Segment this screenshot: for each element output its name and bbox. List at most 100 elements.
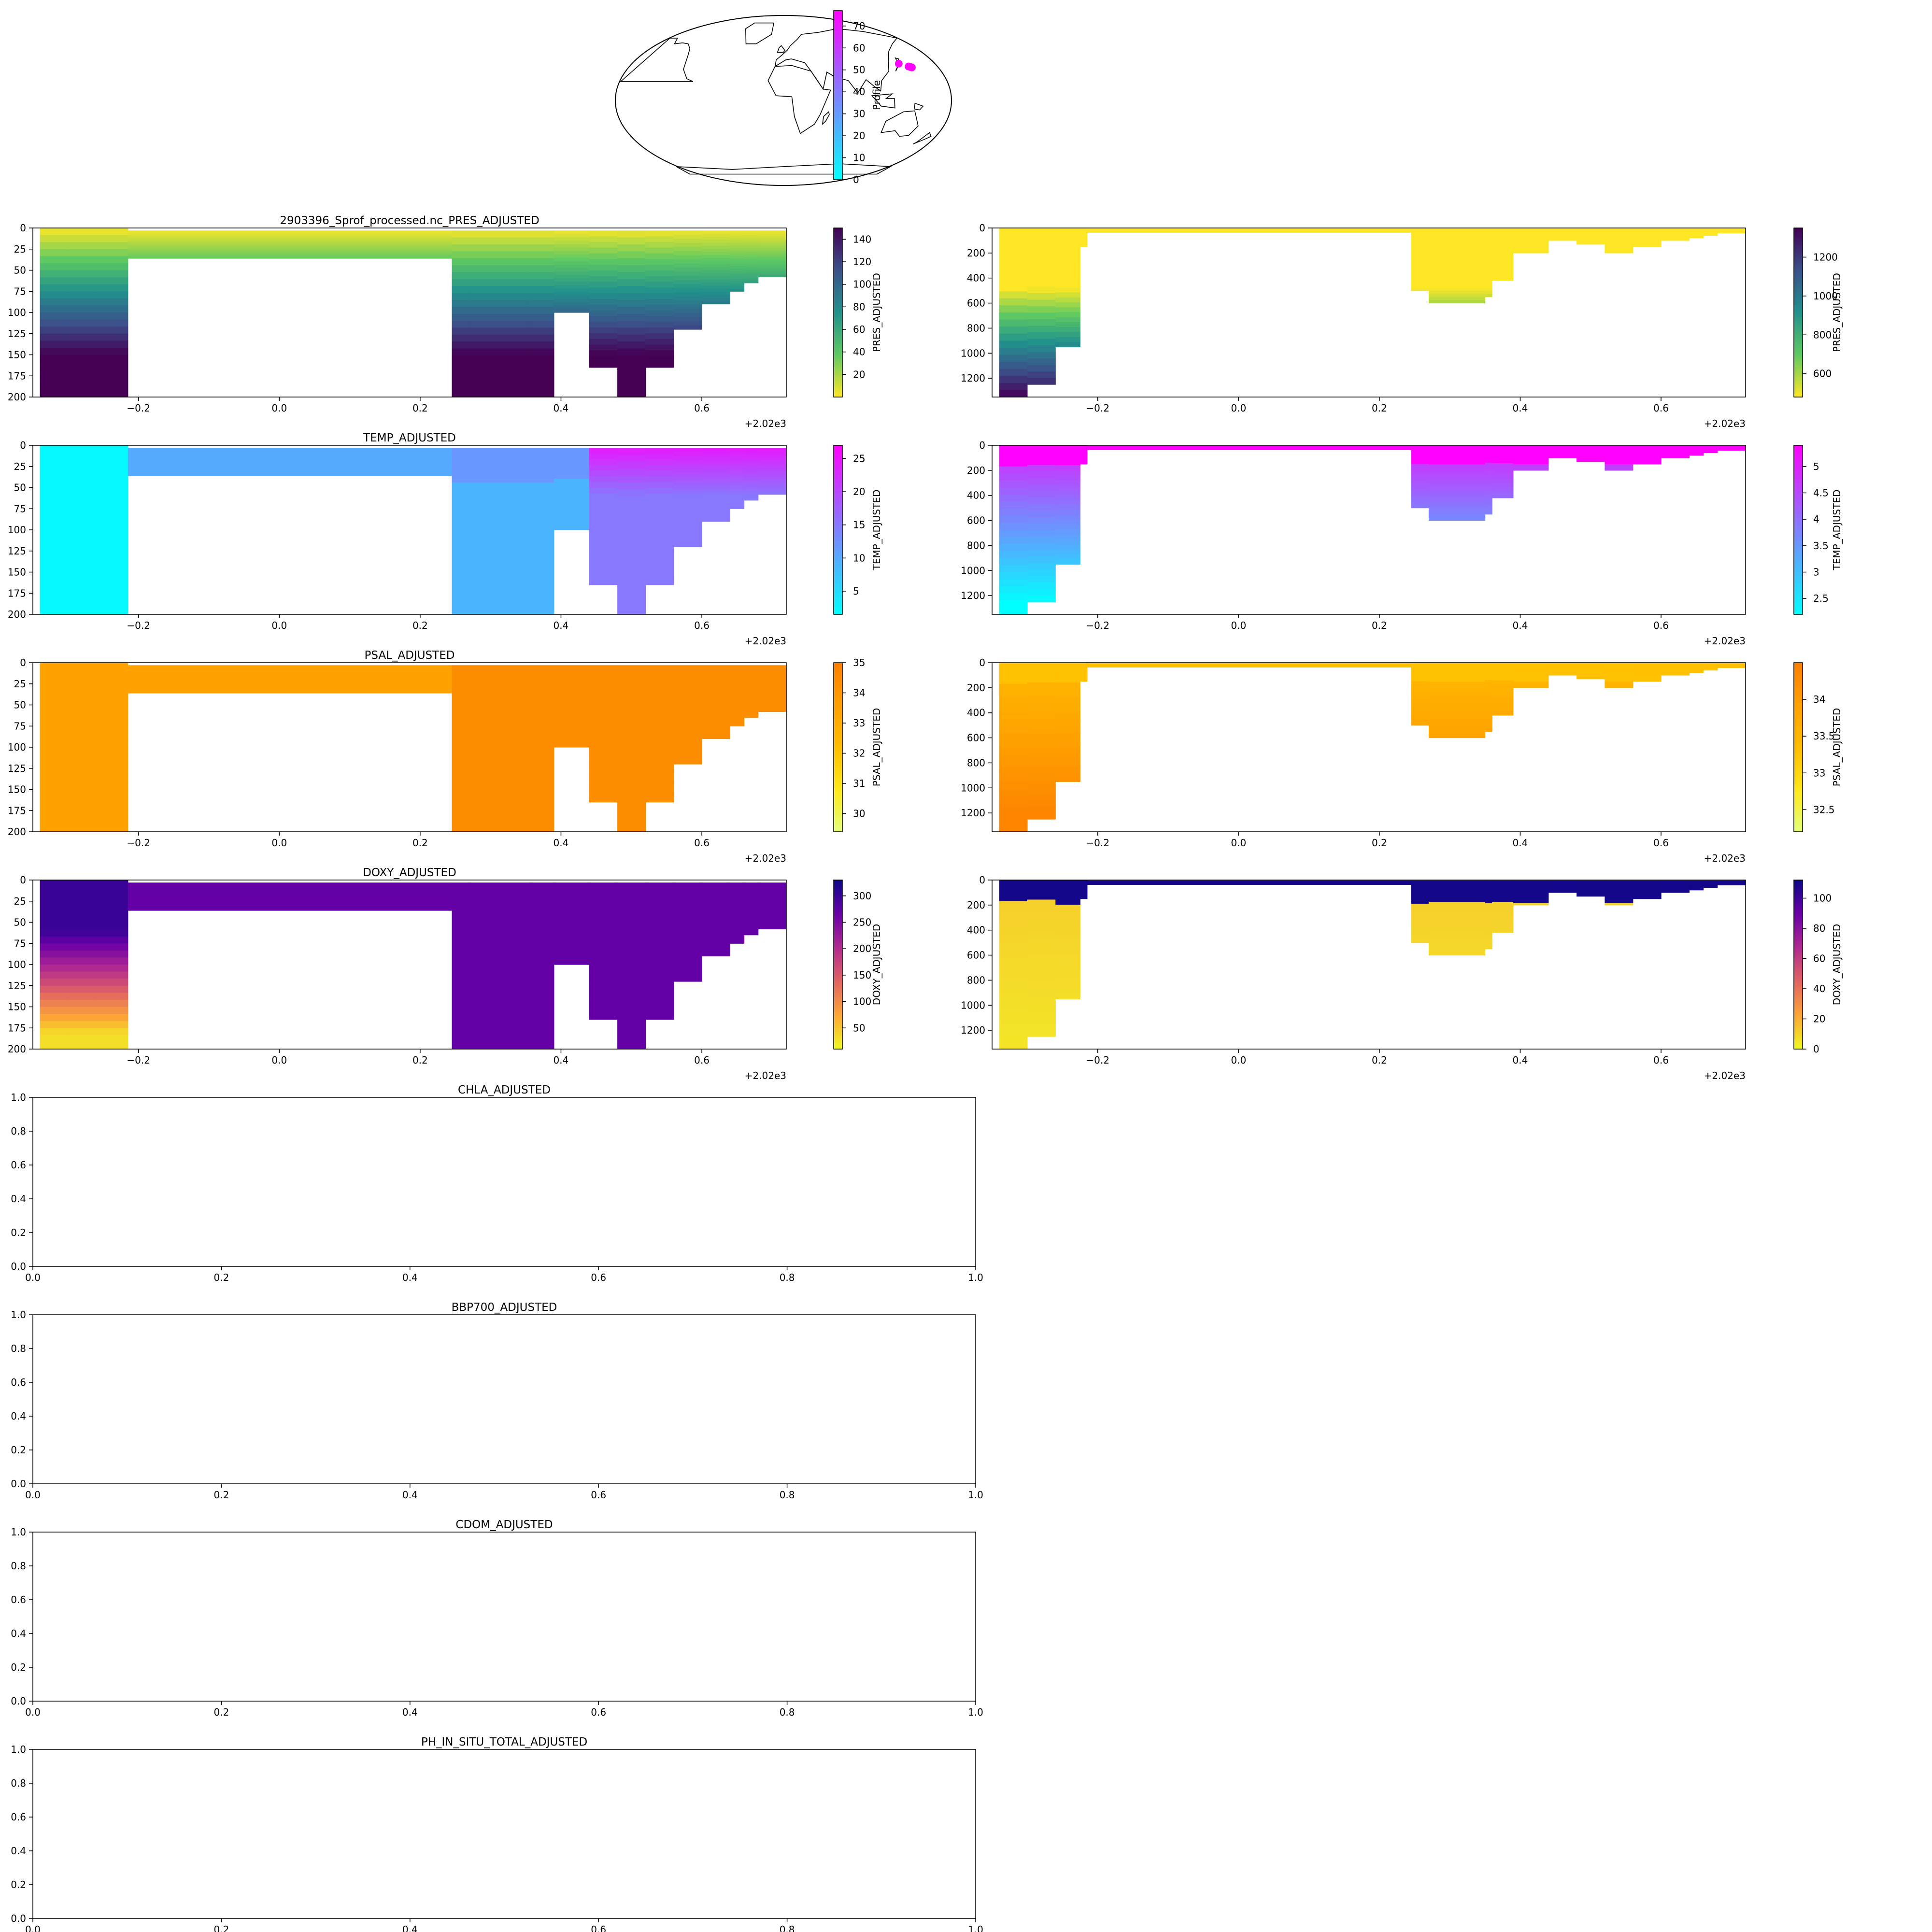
section-cell (999, 1021, 1028, 1028)
section-cell (730, 243, 744, 246)
section-cell (758, 884, 787, 887)
deep-colorbar-pres-adjusted: 60080010001200PRES_ADJUSTED (1794, 228, 1843, 397)
section-cell (452, 476, 469, 483)
section-cell (589, 471, 618, 477)
colorbar-tick-label: 3.5 (1813, 540, 1829, 552)
section-cell (758, 267, 787, 270)
section-cell (96, 726, 121, 733)
section-cell (589, 505, 618, 511)
section-cell (68, 943, 97, 951)
section-cell (702, 944, 730, 947)
colorbar-tick-label: 100 (853, 996, 871, 1008)
section-cell (645, 482, 674, 488)
section-cell (730, 890, 744, 893)
section-cell (999, 740, 1028, 747)
section-cell (645, 928, 674, 934)
section-cell (1055, 342, 1080, 347)
section-cell (526, 286, 533, 293)
section-cell (121, 818, 128, 825)
section-cell (554, 744, 589, 748)
section-cell (645, 745, 674, 751)
section-cell (645, 265, 674, 270)
section-cell (1411, 666, 1429, 668)
section-cell (645, 694, 674, 699)
section-cell (1411, 906, 1429, 909)
section-cell (744, 665, 759, 668)
section-cell (526, 293, 533, 300)
section-cell (533, 321, 554, 328)
section-cell (758, 469, 787, 471)
colorbar-tick-label: 40 (853, 86, 865, 98)
section-cell (452, 735, 469, 742)
section-cell (1055, 682, 1080, 688)
panel-title: CDOM_ADJUSTED (455, 1519, 553, 1531)
section-cell (96, 579, 121, 586)
section-cell (1411, 484, 1429, 487)
section-cell (526, 476, 533, 483)
section-cell (526, 531, 533, 539)
section-cell (758, 927, 787, 929)
y-tick-label: 800 (967, 974, 985, 986)
section-cell (1027, 787, 1056, 794)
section-cell (121, 488, 128, 495)
section-cell (744, 274, 759, 277)
section-cell (617, 600, 646, 608)
section-cell (533, 1008, 554, 1015)
section-cell (645, 705, 674, 711)
section-cell (1027, 971, 1056, 978)
section-cell (1485, 509, 1492, 512)
section-cell (40, 327, 69, 334)
colorbar-tick-label: 3 (1813, 567, 1819, 578)
section-cell (1492, 450, 1513, 453)
section-cell (1429, 477, 1485, 480)
section-cell (1492, 902, 1513, 905)
section-cell (1411, 469, 1429, 472)
section-cell (68, 1028, 97, 1035)
section-cell (96, 993, 121, 1000)
section-cell (589, 345, 618, 351)
section-cell (617, 714, 646, 721)
section-cell (674, 760, 702, 764)
section-cell (1411, 454, 1429, 456)
section-cell (744, 461, 759, 463)
section-cell (96, 733, 121, 740)
section-cell (674, 264, 702, 268)
section-cell (589, 711, 618, 717)
section-cell (40, 972, 69, 979)
section-cell (730, 926, 744, 929)
section-cell (68, 691, 97, 698)
section-cell (1492, 895, 1513, 898)
section-cell (1492, 483, 1513, 485)
y-tick-label: 0 (979, 657, 985, 668)
section-cell (645, 562, 674, 568)
section-cell (1485, 500, 1492, 503)
section-cell (121, 376, 128, 383)
x-tick-label: 0.0 (1231, 837, 1246, 849)
section-cell (617, 903, 646, 910)
section-cell (533, 755, 554, 763)
section-cell (40, 348, 69, 355)
section-cell (589, 722, 618, 728)
section-cell (40, 488, 69, 495)
section-cell (744, 472, 759, 474)
section-cell (96, 242, 121, 249)
section-cell (1633, 246, 1662, 247)
section-cell (758, 688, 787, 691)
section-cell (617, 755, 646, 763)
colorbar-label: TEMP_ADJUSTED (1831, 490, 1843, 571)
section-cell (554, 903, 589, 907)
section-cell (1485, 503, 1492, 506)
section-cell (121, 979, 128, 986)
section-cell (469, 890, 526, 897)
section-cell (554, 237, 589, 241)
section-cell (702, 454, 730, 457)
section-cell (1055, 525, 1080, 530)
section-cell (40, 1042, 69, 1049)
section-cell (1055, 762, 1080, 767)
section-cell (68, 298, 97, 306)
y-tick-label: 200 (8, 1043, 26, 1055)
section-cell (452, 321, 469, 328)
x-tick-label: 0.4 (402, 1924, 418, 1932)
section-cell (758, 265, 787, 268)
section-cell (1492, 922, 1513, 924)
